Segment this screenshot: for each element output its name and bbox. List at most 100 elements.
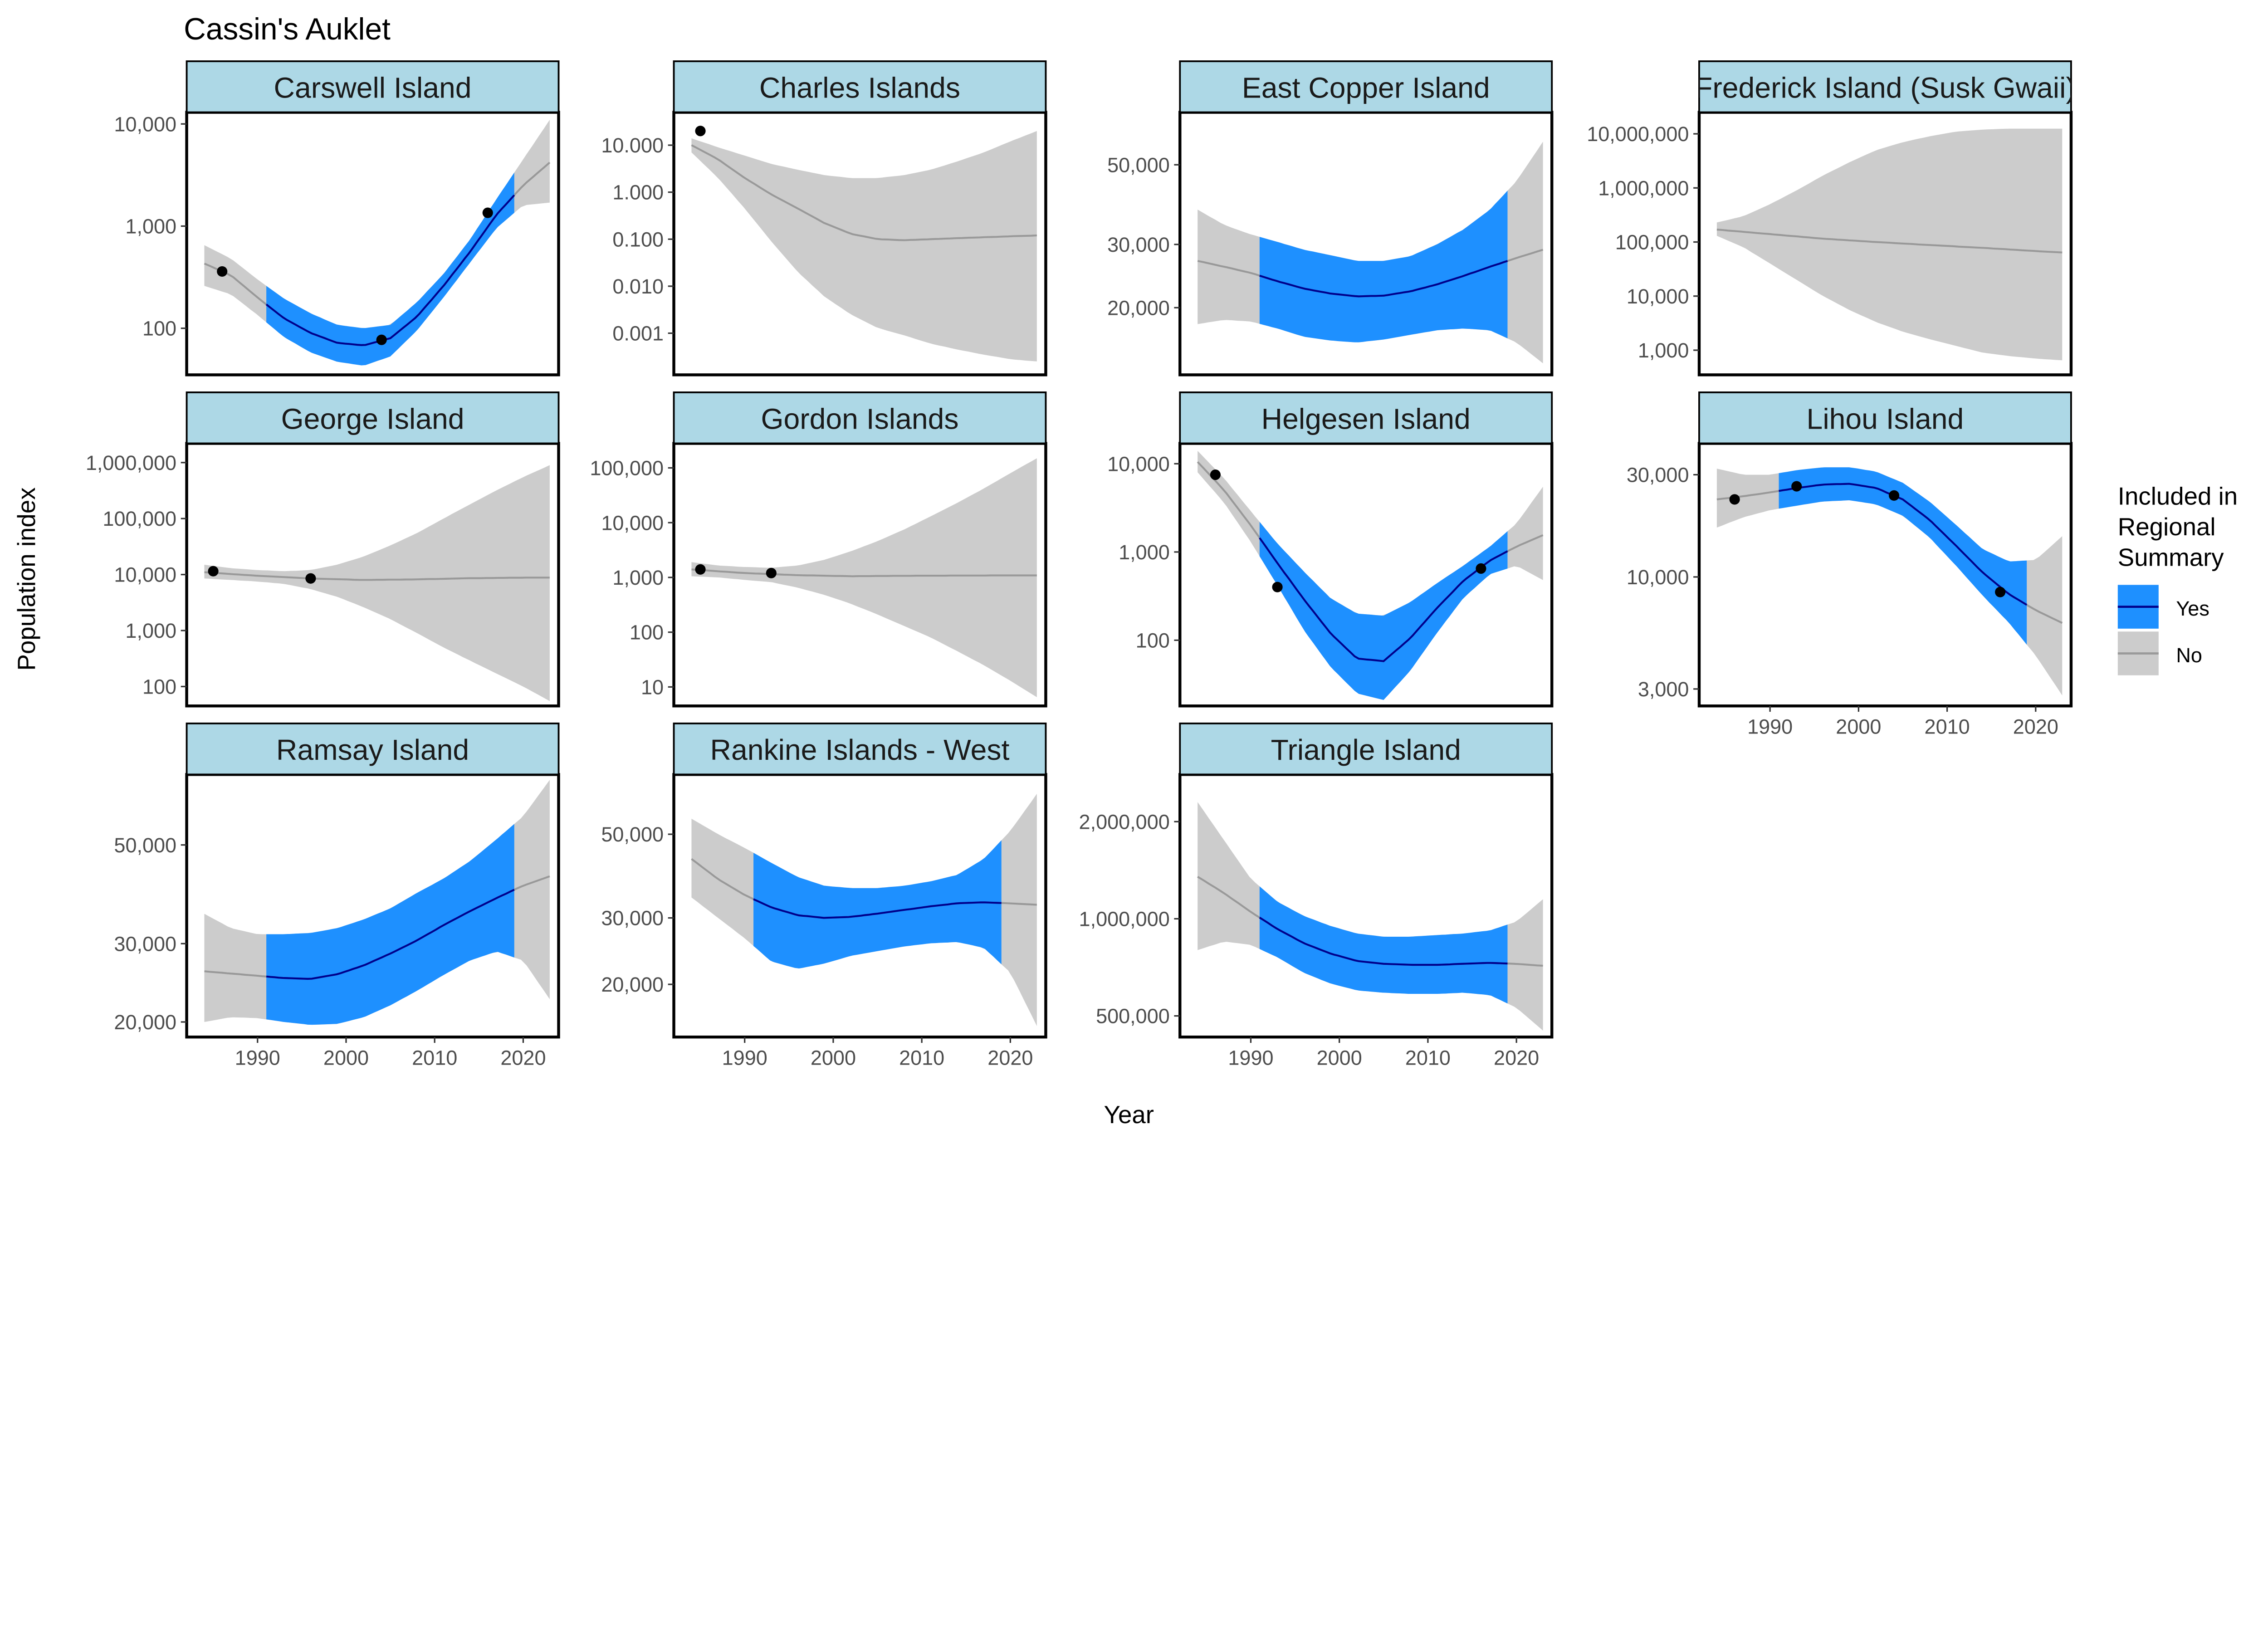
y-tick-label: 50,000: [1107, 153, 1170, 176]
trend-line-included: [1259, 260, 1508, 298]
x-tick-label: 2000: [323, 1046, 369, 1069]
y-tick-label: 10,000: [1627, 285, 1689, 308]
y-tick-label: 100,000: [1615, 231, 1689, 254]
facet-strip-text-group: Carswell Island: [274, 71, 472, 104]
facet-strip-text-group: Lihou Island: [1807, 402, 1964, 435]
data-point: [1888, 490, 1900, 501]
data-point: [1272, 582, 1283, 592]
x-tick-label: 2000: [811, 1046, 856, 1069]
trend-line-excluded: [204, 571, 550, 581]
data-point: [208, 566, 219, 577]
facet-strip: [186, 60, 560, 113]
facet-strip: [673, 391, 1047, 445]
y-tick-label: 1,000,000: [1079, 908, 1170, 931]
ci-band-included: [1259, 191, 1508, 342]
y-tick-label: 20,000: [114, 1011, 176, 1034]
trend-line-included: [753, 898, 1002, 919]
y-tick-label: 100: [630, 621, 664, 644]
facet-strip: [673, 722, 1047, 776]
data-point: [1210, 469, 1221, 480]
y-tick-label: 10,000: [1107, 452, 1170, 475]
facet-strip-text-group: Helgesen Island: [1261, 402, 1471, 435]
ci-band-excluded: [1716, 128, 2063, 361]
panel-plot-area: [204, 780, 550, 1025]
facet-strip-text-group: Charles Islands: [759, 71, 960, 104]
facet-strip: [1179, 60, 1553, 113]
trend-line-excluded: [691, 144, 1037, 241]
y-tick-label: 30,000: [114, 932, 176, 955]
data-point: [766, 567, 777, 578]
trend-line-included: [1259, 537, 1508, 662]
facet-label: Rankine Islands - West: [710, 733, 1010, 766]
panel-plot-area: [204, 465, 550, 701]
data-point: [695, 126, 706, 137]
y-tick-label: 1,000: [125, 619, 176, 642]
x-tick-label: 1990: [722, 1046, 767, 1069]
y-tick-label: 100: [1136, 629, 1170, 652]
chart-svg: Cassin's Auklet Population index Year Ca…: [13, 12, 2238, 1129]
legend-title: Included in: [2118, 483, 2238, 510]
facet-strip: [186, 391, 560, 445]
legend-label: Yes: [2176, 597, 2209, 620]
x-tick-label: 2020: [2013, 715, 2058, 738]
facet-label: Lihou Island: [1807, 402, 1964, 435]
facet-label: Gordon Islands: [761, 402, 958, 435]
chart-figure: Cassin's Auklet Population index Year Ca…: [13, 12, 2238, 1129]
legend-label: No: [2176, 644, 2202, 667]
y-tick-label: 10,000: [601, 511, 664, 534]
y-tick-label: 1.000: [612, 181, 664, 204]
y-tick-label: 1,000: [125, 215, 176, 238]
y-tick-label: 1,000: [1119, 541, 1170, 564]
facet-strip-text-group: Frederick Island (Susk Gwaii): [1699, 71, 2071, 104]
x-tick-label: 2020: [500, 1046, 546, 1069]
facet-label: Ramsay Island: [276, 733, 469, 766]
y-tick-label: 1,000: [1638, 339, 1689, 362]
y-tick-label: 1,000,000: [86, 451, 176, 474]
x-tick-label: 2020: [987, 1046, 1033, 1069]
x-tick-label: 1990: [235, 1046, 280, 1069]
data-point: [709, 375, 719, 386]
data-point: [217, 266, 228, 277]
y-tick-label: 0.010: [612, 275, 664, 298]
y-tick-label: 100,000: [103, 507, 176, 530]
y-tick-label: 0.001: [612, 322, 664, 345]
panel: Triangle Island 500,000 1,000,000 2,000,000…: [1079, 722, 1554, 1069]
data-point: [1791, 481, 1802, 492]
x-axis-label: Year: [1104, 1101, 1154, 1129]
y-tick-label: 10: [641, 675, 664, 699]
ci-band-included: [266, 824, 514, 1025]
y-tick-label: 500,000: [1096, 1005, 1170, 1028]
ci-band-included: [753, 840, 1002, 969]
y-tick-label: 10,000: [114, 563, 176, 587]
facet-label: George Island: [281, 402, 464, 435]
y-axis-label: Population index: [13, 487, 40, 670]
panel-plot-area: [1197, 450, 1544, 700]
panel: Ramsay Island 20,000 30,000 50,000 1990 2000 2…: [114, 722, 560, 1069]
panel: Gordon Islands 10 100 1,000 10,000 100,000: [590, 391, 1047, 708]
ci-band-excluded: [691, 131, 1037, 362]
y-tick-label: 1,000: [612, 566, 664, 589]
data-point: [695, 564, 706, 575]
y-tick-label: 100: [142, 317, 176, 340]
x-tick-label: 2010: [899, 1046, 944, 1069]
panel: Carswell Island 100 1,000 10,000: [114, 60, 560, 376]
panel: Frederick Island (Susk Gwaii) 1,000 10,000…: [1587, 60, 2073, 376]
panel: Lihou Island 3,000 10,000 30,000 1990 2000 201…: [1627, 391, 2073, 738]
trend-line-included: [1259, 917, 1508, 966]
facet-label: Triangle Island: [1271, 733, 1461, 766]
x-tick-label: 2010: [1405, 1046, 1451, 1069]
y-tick-label: 20,000: [1107, 296, 1170, 319]
panel: Rankine Islands - West 20,000 30,000 50,000…: [601, 722, 1047, 1069]
y-tick-label: 0.100: [612, 228, 664, 251]
y-tick-label: 50,000: [114, 834, 176, 857]
ci-band-included: [1259, 522, 1508, 700]
y-tick-label: 1,000,000: [1598, 176, 1689, 200]
y-tick-label: 100: [142, 675, 176, 699]
facet-strip: [1698, 391, 2072, 445]
facet-label: East Copper Island: [1242, 71, 1490, 104]
data-point: [482, 207, 493, 218]
data-point: [1729, 494, 1740, 505]
ci-band-included: [1779, 467, 2027, 645]
x-tick-label: 1990: [1747, 715, 1793, 738]
panel-plot-area: [1716, 467, 2063, 696]
